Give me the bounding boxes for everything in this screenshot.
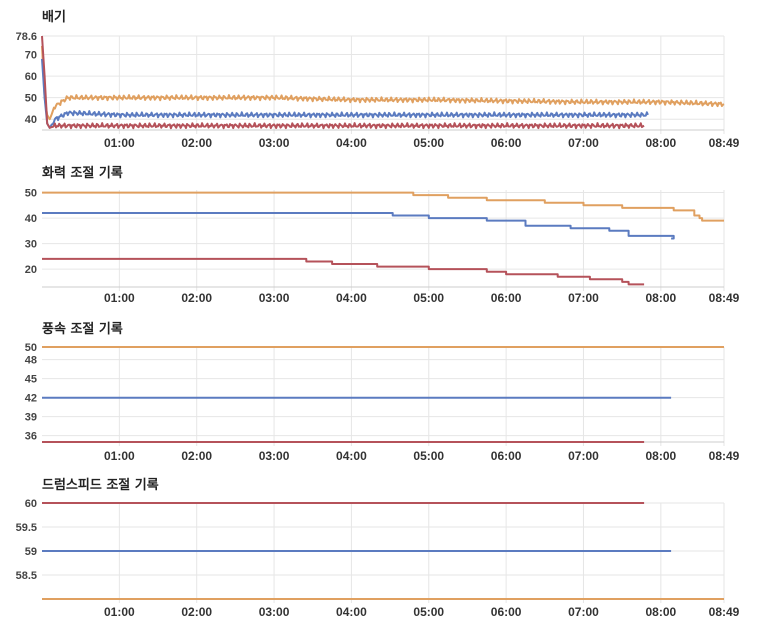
x-tick-label: 07:00	[568, 136, 599, 150]
series-line-1	[41, 58, 649, 129]
x-tick-label: 03:00	[259, 605, 290, 619]
x-tick-label: 08:49	[709, 291, 740, 305]
y-tick-label: 59.5	[16, 522, 37, 534]
series-line-0	[41, 45, 725, 121]
y-tick-label: 40	[25, 114, 37, 126]
x-tick-label: 05:00	[413, 291, 444, 305]
series-line-0	[42, 191, 724, 222]
y-tick-label: 45	[25, 374, 37, 386]
x-tick-label: 03:00	[259, 291, 290, 305]
x-tick-label: 04:00	[336, 136, 367, 150]
x-tick-label: 01:00	[104, 291, 135, 305]
x-tick-label: 08:00	[645, 136, 676, 150]
x-tick-label: 06:00	[491, 291, 522, 305]
y-tick-label: 70	[25, 50, 37, 62]
x-tick-label: 07:00	[568, 449, 599, 463]
x-tick-label: 04:00	[336, 449, 367, 463]
y-tick-label: 20	[25, 264, 37, 276]
x-tick-label: 06:00	[491, 449, 522, 463]
x-tick-label: 05:00	[413, 449, 444, 463]
series-line-2	[41, 35, 645, 130]
x-tick-label: 07:00	[568, 605, 599, 619]
x-tick-label: 03:00	[259, 136, 290, 150]
y-tick-label: 40	[25, 213, 37, 225]
y-tick-label: 60	[25, 498, 37, 510]
y-tick-label: 58.5	[16, 570, 37, 582]
x-tick-label: 03:00	[259, 449, 290, 463]
x-tick-label: 08:00	[645, 605, 676, 619]
x-tick-label: 08:49	[709, 449, 740, 463]
x-tick-label: 04:00	[336, 605, 367, 619]
x-tick-label: 01:00	[104, 449, 135, 463]
y-tick-label: 59	[25, 546, 37, 558]
y-tick-label: 39	[25, 412, 37, 424]
y-tick-label: 78.6	[16, 31, 37, 43]
x-tick-label: 02:00	[181, 605, 212, 619]
y-tick-label: 60	[25, 71, 37, 83]
y-tick-label: 50	[25, 342, 37, 354]
x-tick-label: 05:00	[413, 605, 444, 619]
x-tick-label: 08:49	[709, 136, 740, 150]
x-tick-label: 02:00	[181, 136, 212, 150]
x-tick-label: 05:00	[413, 136, 444, 150]
x-tick-label: 08:00	[645, 449, 676, 463]
x-tick-label: 02:00	[181, 291, 212, 305]
x-tick-label: 06:00	[491, 136, 522, 150]
chart-title-0: 배기	[42, 10, 66, 25]
x-tick-label: 02:00	[181, 449, 212, 463]
x-tick-label: 06:00	[491, 605, 522, 619]
y-tick-label: 30	[25, 239, 37, 251]
x-tick-label: 01:00	[104, 605, 135, 619]
series-line-1	[42, 212, 675, 240]
x-tick-label: 08:49	[709, 605, 740, 619]
y-tick-label: 50	[25, 93, 37, 105]
y-tick-label: 42	[25, 393, 37, 405]
chart-title-2: 풍속 조절 기록	[42, 322, 123, 337]
y-tick-label: 48	[25, 355, 37, 367]
y-tick-label: 50	[25, 188, 37, 200]
x-tick-label: 04:00	[336, 291, 367, 305]
x-tick-label: 07:00	[568, 291, 599, 305]
chart-title-1: 화력 조절 기록	[42, 166, 123, 181]
series-line-2	[42, 257, 645, 286]
x-tick-label: 08:00	[645, 291, 676, 305]
y-tick-label: 36	[25, 431, 37, 443]
chart-title-3: 드럼스피드 조절 기록	[42, 478, 159, 493]
x-tick-label: 01:00	[104, 136, 135, 150]
